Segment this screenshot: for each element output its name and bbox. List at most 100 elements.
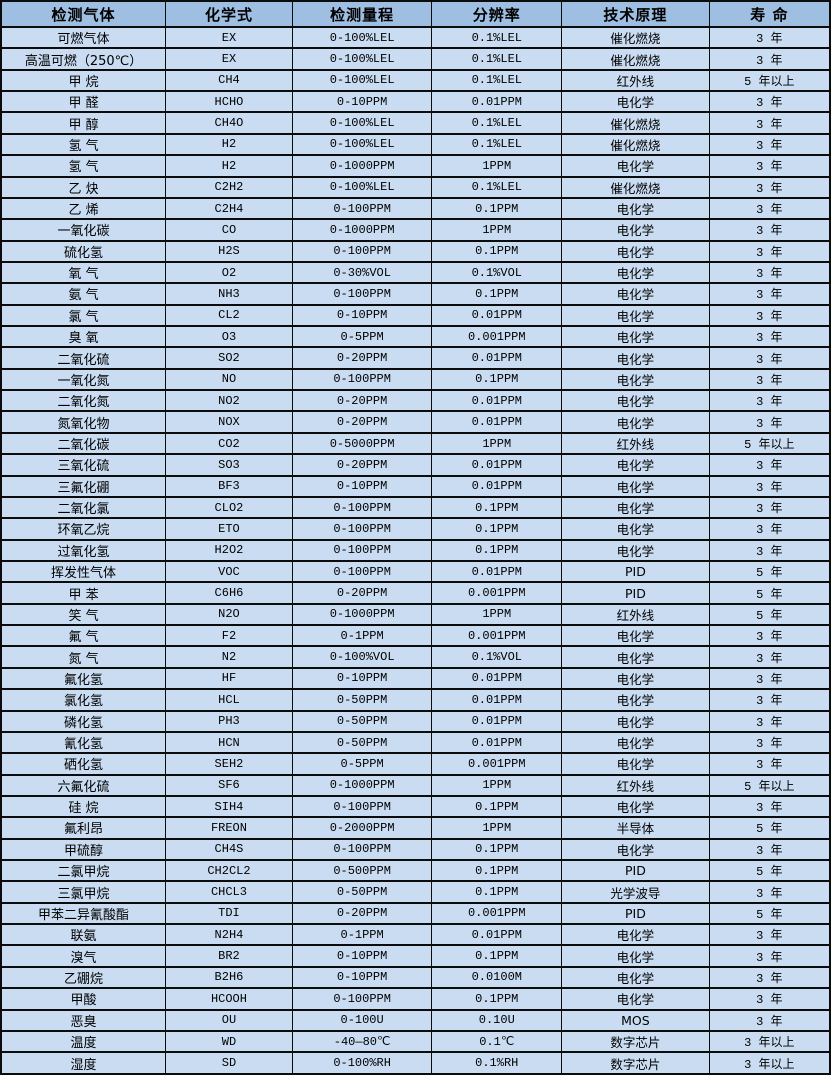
table-row: 硒化氢 SEH2 0-5PPM 0.001PPM 电化学 3 年 bbox=[0, 752, 831, 776]
cell: 数字芯片 bbox=[561, 1029, 710, 1054]
cell: 0-5000PPM bbox=[291, 431, 433, 456]
cell: HCN bbox=[165, 730, 293, 755]
cell: OU bbox=[165, 1008, 293, 1032]
cell: 电化学 bbox=[561, 389, 710, 413]
cell: 一氧化氮 bbox=[0, 367, 167, 392]
table-row: 恶臭 OU 0-100U 0.10U MOS 3 年 bbox=[0, 1008, 831, 1032]
cell: 3 年 bbox=[708, 666, 831, 691]
cell: 电化学 bbox=[561, 282, 710, 306]
cell: HCL bbox=[165, 688, 293, 712]
cell: 甲酸 bbox=[0, 987, 167, 1011]
column-header-0: 检测气体 bbox=[0, 0, 167, 28]
cell: 0-10PPM bbox=[291, 474, 433, 498]
table-row: 挥发性气体 VOC 0-100PPM 0.01PPM PID 5 年 bbox=[0, 559, 831, 584]
cell: PH3 bbox=[165, 709, 293, 733]
cell: 3 年 bbox=[708, 752, 831, 776]
cell: 电化学 bbox=[561, 688, 710, 712]
cell: SEH2 bbox=[165, 752, 293, 776]
table-row: 湿度 SD 0-100%RH 0.1%RH 数字芯片 3 年以上 bbox=[0, 1051, 831, 1075]
cell: PID bbox=[561, 858, 710, 883]
cell: 0.01PPM bbox=[431, 90, 563, 114]
cell: 湿度 bbox=[0, 1051, 167, 1075]
cell: 数字芯片 bbox=[561, 1051, 710, 1075]
cell: 0.01PPM bbox=[431, 303, 563, 328]
cell: WD bbox=[165, 1029, 293, 1054]
cell: 0-1000PPM bbox=[291, 218, 433, 242]
cell: 3 年 bbox=[708, 132, 831, 157]
cell: 电化学 bbox=[561, 837, 710, 862]
table-row: 硅 烷 SIH4 0-100PPM 0.1PPM 电化学 3 年 bbox=[0, 794, 831, 819]
cell: H2 bbox=[165, 154, 293, 178]
cell: 0-50PPM bbox=[291, 880, 433, 904]
cell: 0.1%VOL bbox=[431, 260, 563, 285]
cell: 电化学 bbox=[561, 196, 710, 221]
cell: 0.1PPM bbox=[431, 495, 563, 520]
cell: 电化学 bbox=[561, 752, 710, 776]
cell: 电化学 bbox=[561, 944, 710, 968]
table-row: 氟化氢 HF 0-10PPM 0.01PPM 电化学 3 年 bbox=[0, 666, 831, 691]
cell: O2 bbox=[165, 260, 293, 285]
cell: 可燃气体 bbox=[0, 25, 167, 50]
cell: 电化学 bbox=[561, 730, 710, 755]
cell: 0.01PPM bbox=[431, 709, 563, 733]
cell: 3 年 bbox=[708, 389, 831, 413]
cell: 催化燃烧 bbox=[561, 25, 710, 50]
cell: O3 bbox=[165, 325, 293, 349]
cell: 0-100PPM bbox=[291, 794, 433, 819]
table-row: 高温可燃（250℃） EX 0-100%LEL 0.1%LEL 催化燃烧 3 年 bbox=[0, 47, 831, 71]
cell: -40—80℃ bbox=[291, 1029, 433, 1054]
cell: 0.001PPM bbox=[431, 901, 563, 926]
cell: 甲 醛 bbox=[0, 90, 167, 114]
cell: SF6 bbox=[165, 773, 293, 797]
cell: 3 年 bbox=[708, 239, 831, 263]
cell: 电化学 bbox=[561, 325, 710, 349]
cell: CH4 bbox=[165, 68, 293, 93]
cell: 0-100PPM bbox=[291, 987, 433, 1011]
cell: 0.1PPM bbox=[431, 367, 563, 392]
cell: 二氧化硫 bbox=[0, 346, 167, 370]
cell: 1PPM bbox=[431, 816, 563, 840]
cell: 三氯甲烷 bbox=[0, 880, 167, 904]
table-row: 硫化氢 H2S 0-100PPM 0.1PPM 电化学 3 年 bbox=[0, 239, 831, 263]
cell: 笑 气 bbox=[0, 602, 167, 627]
cell: CO2 bbox=[165, 431, 293, 456]
cell: 3 年 bbox=[708, 645, 831, 669]
cell: HCOOH bbox=[165, 987, 293, 1011]
cell: SD bbox=[165, 1051, 293, 1075]
table-row: 氟利昂 FREON 0-2000PPM 1PPM 半导体 5 年 bbox=[0, 816, 831, 840]
column-header-1: 化学式 bbox=[165, 0, 293, 28]
table-row: 氧 气 O2 0-30%VOL 0.1%VOL 电化学 3 年 bbox=[0, 260, 831, 285]
cell: 3 年 bbox=[708, 538, 831, 563]
cell: SO3 bbox=[165, 453, 293, 477]
cell: 0.01PPM bbox=[431, 666, 563, 691]
cell: 0.001PPM bbox=[431, 752, 563, 776]
cell: 3 年 bbox=[708, 880, 831, 904]
cell: 3 年 bbox=[708, 730, 831, 755]
cell: 0.10U bbox=[431, 1008, 563, 1032]
cell: FREON bbox=[165, 816, 293, 840]
table-row: 甲 醇 CH4O 0-100%LEL 0.1%LEL 催化燃烧 3 年 bbox=[0, 111, 831, 135]
cell: 3 年 bbox=[708, 474, 831, 498]
cell: 温度 bbox=[0, 1029, 167, 1054]
table-row: 甲酸 HCOOH 0-100PPM 0.1PPM 电化学 3 年 bbox=[0, 987, 831, 1011]
cell: 5 年 bbox=[708, 581, 831, 605]
cell: H2 bbox=[165, 132, 293, 157]
cell: 0-100%LEL bbox=[291, 47, 433, 71]
table-row: 三氧化硫 SO3 0-20PPM 0.01PPM 电化学 3 年 bbox=[0, 453, 831, 477]
cell: 0.1%VOL bbox=[431, 645, 563, 669]
cell: 联氨 bbox=[0, 923, 167, 947]
cell: 5 年 bbox=[708, 602, 831, 627]
cell: 氟化氢 bbox=[0, 666, 167, 691]
cell: 0.01PPM bbox=[431, 923, 563, 947]
cell: CH4S bbox=[165, 837, 293, 862]
cell: 0-100PPM bbox=[291, 837, 433, 862]
cell: 0.001PPM bbox=[431, 624, 563, 648]
cell: 红外线 bbox=[561, 773, 710, 797]
cell: 0-5PPM bbox=[291, 752, 433, 776]
cell: 3 年 bbox=[708, 218, 831, 242]
cell: 3 年 bbox=[708, 90, 831, 114]
cell: 0.1PPM bbox=[431, 282, 563, 306]
table-row: 可燃气体 EX 0-100%LEL 0.1%LEL 催化燃烧 3 年 bbox=[0, 25, 831, 50]
cell: 3 年 bbox=[708, 175, 831, 199]
table-row: 乙 炔 C2H2 0-100%LEL 0.1%LEL 催化燃烧 3 年 bbox=[0, 175, 831, 199]
